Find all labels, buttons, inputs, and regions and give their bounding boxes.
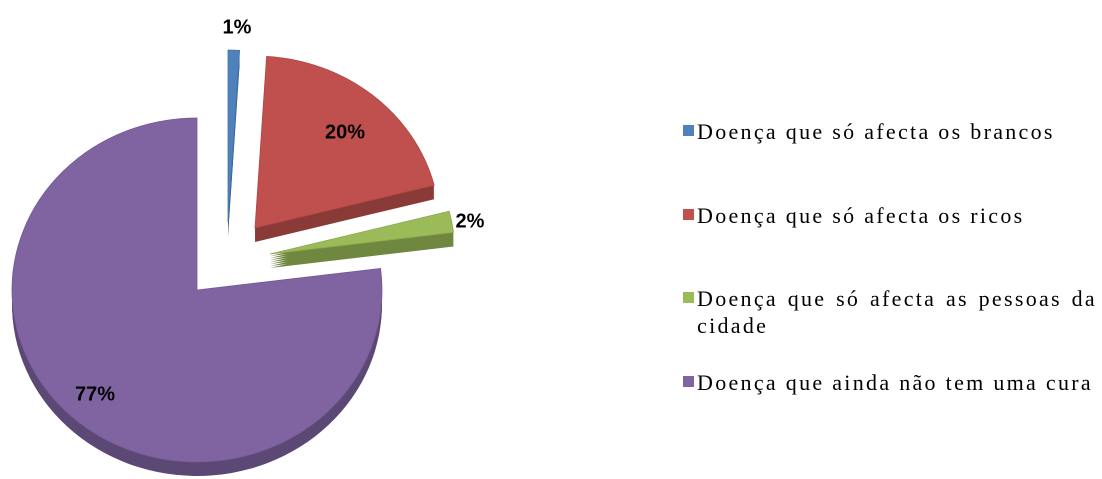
legend-item: Doença que só afecta os brancos: [683, 118, 1102, 145]
data-label: 2%: [456, 210, 485, 232]
slice: [11, 117, 383, 463]
legend-label: Doença que só afecta os ricos: [697, 203, 1025, 228]
legend-swatch: [683, 209, 694, 220]
legend-swatch: [683, 125, 694, 136]
data-label: 20%: [325, 121, 365, 143]
legend-swatch: [683, 376, 694, 387]
legend-label: Doença que ainda não tem uma cura: [697, 370, 1093, 395]
slice: [227, 49, 241, 223]
legend-label: Doença que só afecta as pessoas da cidad…: [697, 286, 1097, 338]
legend-swatch: [683, 292, 694, 303]
slice: [269, 210, 454, 255]
pie-area: 1% 20% 2% 77%: [11, 16, 485, 477]
legend-item: Doença que só afecta as pessoas da cidad…: [683, 285, 1102, 339]
legend-item: Doença que ainda não tem uma cura: [683, 369, 1102, 396]
slice: [254, 55, 435, 229]
data-label: 77%: [75, 383, 115, 405]
data-label: 1%: [223, 16, 252, 38]
legend-label: Doença que só afecta os brancos: [697, 119, 1055, 144]
legend-item: Doença que só afecta os ricos: [683, 202, 1102, 229]
